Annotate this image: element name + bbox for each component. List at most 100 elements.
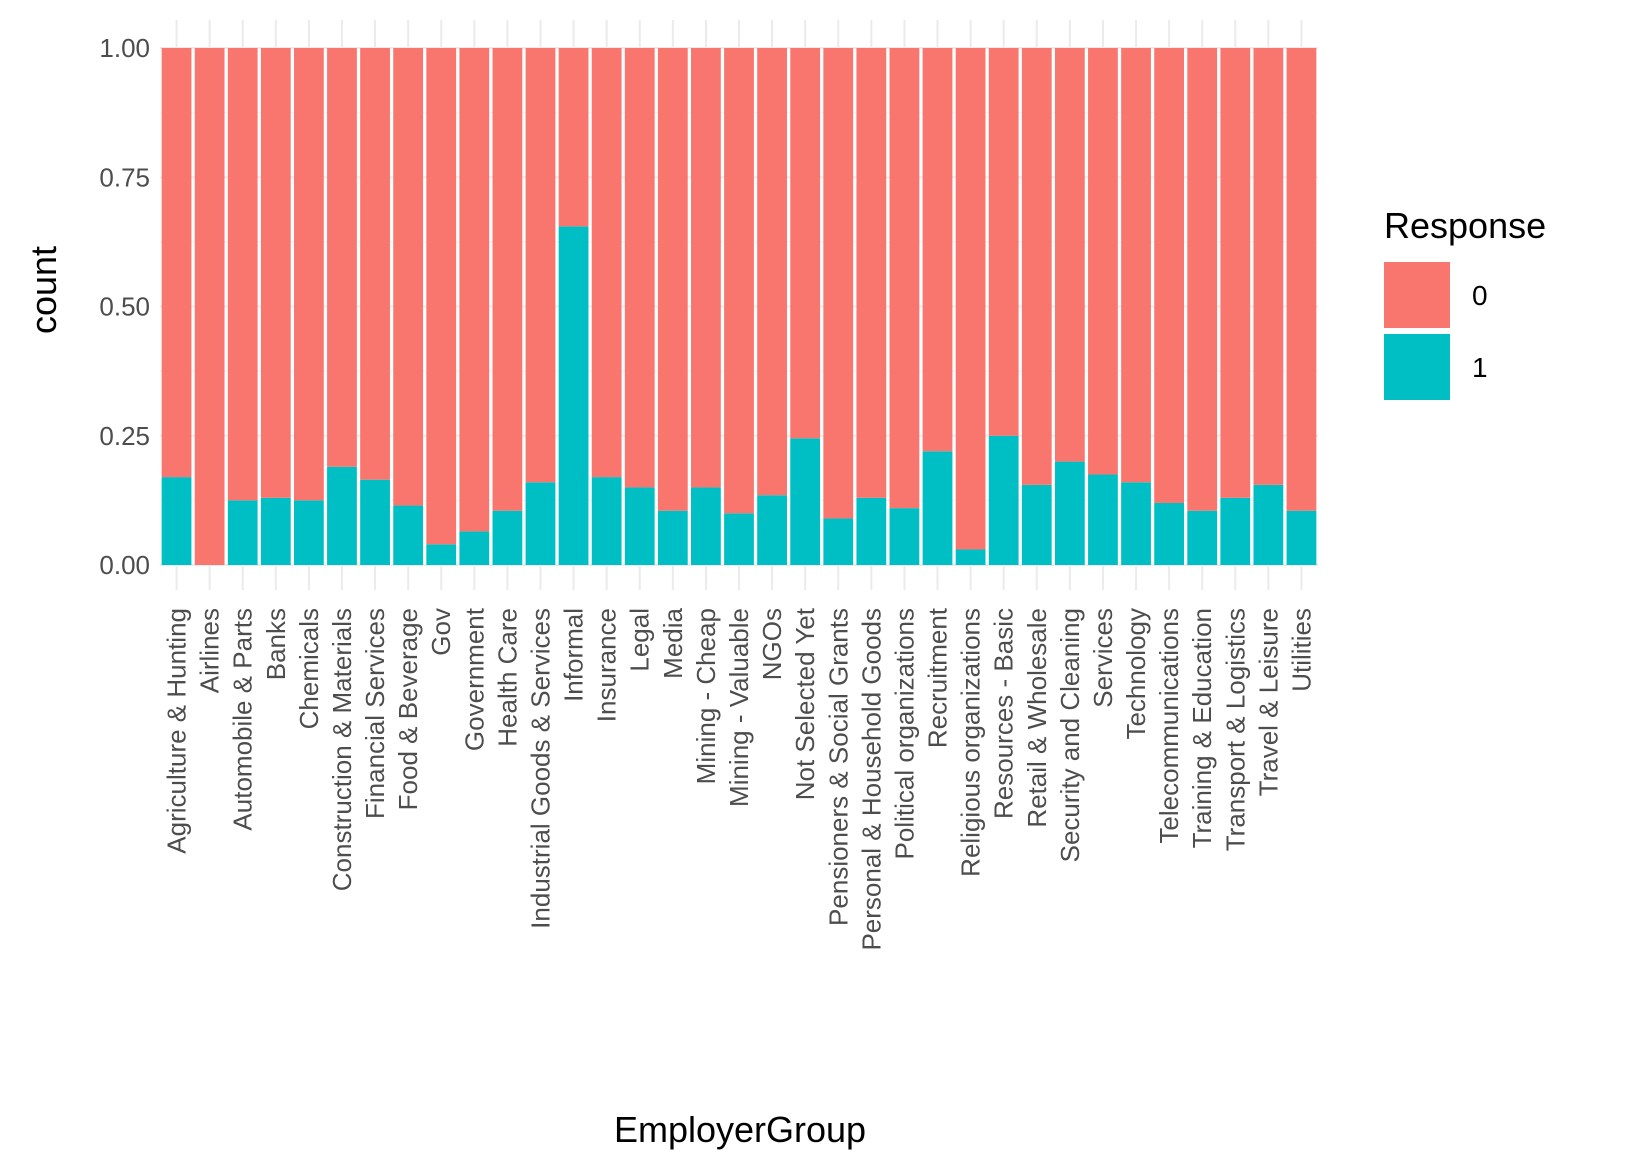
bar-segment-response-0 (922, 48, 953, 452)
bar-segment-response-0 (1253, 48, 1284, 485)
bar-segment-response-1 (856, 497, 887, 565)
bar-segment-response-1 (492, 510, 523, 565)
bar-segment-response-0 (856, 48, 887, 498)
legend-label-1: 1 (1472, 352, 1488, 383)
x-tick-label: Insurance (592, 608, 622, 722)
y-tick-label: 0.75 (99, 162, 150, 192)
x-tick-label: Food & Beverage (393, 608, 423, 810)
x-axis-title: EmployerGroup (614, 1109, 866, 1150)
bar-segment-response-0 (591, 48, 622, 478)
bar-segment-response-0 (1154, 48, 1185, 503)
bar-segment-response-1 (1154, 502, 1185, 565)
bar-segment-response-1 (1253, 484, 1284, 565)
legend: Response 0 1 (1384, 205, 1546, 400)
x-tick-label: Recruitment (923, 607, 953, 748)
x-tick-label: Services (1088, 608, 1118, 708)
x-tick-label: Chemicals (294, 608, 324, 729)
x-tick-label: Travel & Leisure (1253, 608, 1283, 796)
bar-segment-response-1 (1187, 510, 1218, 565)
bar-segment-response-0 (260, 48, 291, 498)
bar-segment-response-1 (988, 435, 1019, 565)
bar-segment-response-1 (691, 487, 721, 565)
bar-segment-response-1 (327, 466, 357, 565)
x-tick-label: Financial Services (360, 608, 390, 819)
x-tick-label: Mining - Cheap (691, 608, 721, 784)
bar-segment-response-0 (327, 48, 357, 467)
bar-segment-response-1 (1088, 474, 1118, 565)
x-tick-label: Security and Cleaning (1055, 608, 1085, 862)
x-tick-label: Personal & Household Goods (856, 608, 886, 951)
bar-segment-response-1 (922, 451, 953, 565)
bar-segment-response-0 (360, 48, 390, 480)
bar-segment-response-0 (393, 48, 424, 506)
x-tick-label: Automobile & Parts (228, 608, 258, 831)
bar-segment-response-0 (988, 48, 1019, 436)
bar-segment-response-0 (1121, 48, 1151, 483)
x-tick-label: Retail & Wholesale (1022, 608, 1052, 828)
x-tick-label: Training & Education (1187, 608, 1217, 848)
bar-segment-response-0 (426, 48, 457, 545)
bar-segment-response-0 (161, 48, 192, 478)
bar-segment-response-1 (955, 549, 986, 565)
x-tick-label: Religious organizations (956, 608, 986, 877)
bar-segment-response-0 (657, 48, 688, 511)
bar-segment-response-0 (525, 48, 556, 483)
legend-swatch-1 (1384, 334, 1450, 400)
y-tick-label: 1.00 (99, 33, 150, 63)
bar-segment-response-1 (624, 487, 655, 565)
bar-segment-response-0 (459, 48, 490, 532)
y-axis-title: count (23, 246, 64, 334)
bar-segment-response-1 (293, 500, 324, 565)
bar-segment-response-1 (360, 479, 390, 565)
bar-segment-response-0 (558, 48, 589, 227)
bar-segment-response-0 (194, 48, 225, 565)
bar-segment-response-0 (1054, 48, 1085, 462)
bar-segment-response-1 (1220, 497, 1251, 565)
x-tick-label: Industrial Goods & Services (525, 608, 555, 929)
x-axis: Agriculture & Hunting Airlines Automobile … (162, 607, 1317, 950)
bar-segment-response-0 (227, 48, 258, 501)
legend-swatch-0 (1384, 262, 1450, 328)
bar-segment-response-1 (1021, 484, 1052, 565)
x-tick-label: NGOs (757, 608, 787, 680)
bar-segment-response-1 (260, 497, 291, 565)
bar-segment-response-1 (393, 505, 424, 565)
bar-segment-response-1 (525, 482, 556, 565)
x-tick-label: Informal (559, 608, 589, 702)
x-tick-label: Mining - Valuable (724, 608, 754, 807)
bar-segment-response-1 (889, 508, 920, 565)
y-axis: 0.00 0.25 0.50 0.75 1.00 (99, 33, 150, 580)
bar-segment-response-1 (1054, 461, 1085, 565)
bar-segment-response-1 (790, 438, 821, 565)
legend-label-0: 0 (1472, 280, 1488, 311)
x-tick-label: Gov (426, 608, 456, 656)
x-tick-label: Resources - Basic (989, 608, 1019, 819)
bar-segment-response-1 (459, 531, 490, 565)
bar-segment-response-0 (293, 48, 324, 501)
bar-segment-response-0 (790, 48, 821, 439)
x-tick-label: Media (658, 607, 688, 678)
x-tick-label: Not Selected Yet (790, 607, 820, 800)
bar-segment-response-1 (227, 500, 258, 565)
x-tick-label: Government (459, 607, 489, 751)
bar-segment-response-1 (161, 477, 192, 565)
bar-segment-response-0 (624, 48, 655, 488)
bar-segment-response-0 (724, 48, 754, 514)
x-tick-label: Technology (1121, 608, 1151, 740)
y-tick-label: 0.00 (99, 550, 150, 580)
bar-segment-response-1 (1121, 482, 1151, 565)
bar-segment-response-0 (1187, 48, 1218, 511)
y-tick-label: 0.50 (99, 292, 150, 322)
bar-segment-response-0 (1021, 48, 1052, 485)
bar-segment-response-0 (492, 48, 523, 511)
x-tick-label: Pensioners & Social Grants (823, 608, 853, 926)
x-tick-label: Construction & Materials (327, 608, 357, 891)
legend-title: Response (1384, 205, 1546, 246)
bars (161, 48, 1317, 566)
x-tick-label: Airlines (195, 608, 225, 693)
bar-segment-response-1 (657, 510, 688, 565)
x-tick-label: Political organizations (889, 608, 919, 859)
bar-segment-response-0 (889, 48, 920, 509)
bar-segment-response-1 (724, 513, 754, 565)
x-tick-label: Transport & Logistics (1220, 608, 1250, 851)
